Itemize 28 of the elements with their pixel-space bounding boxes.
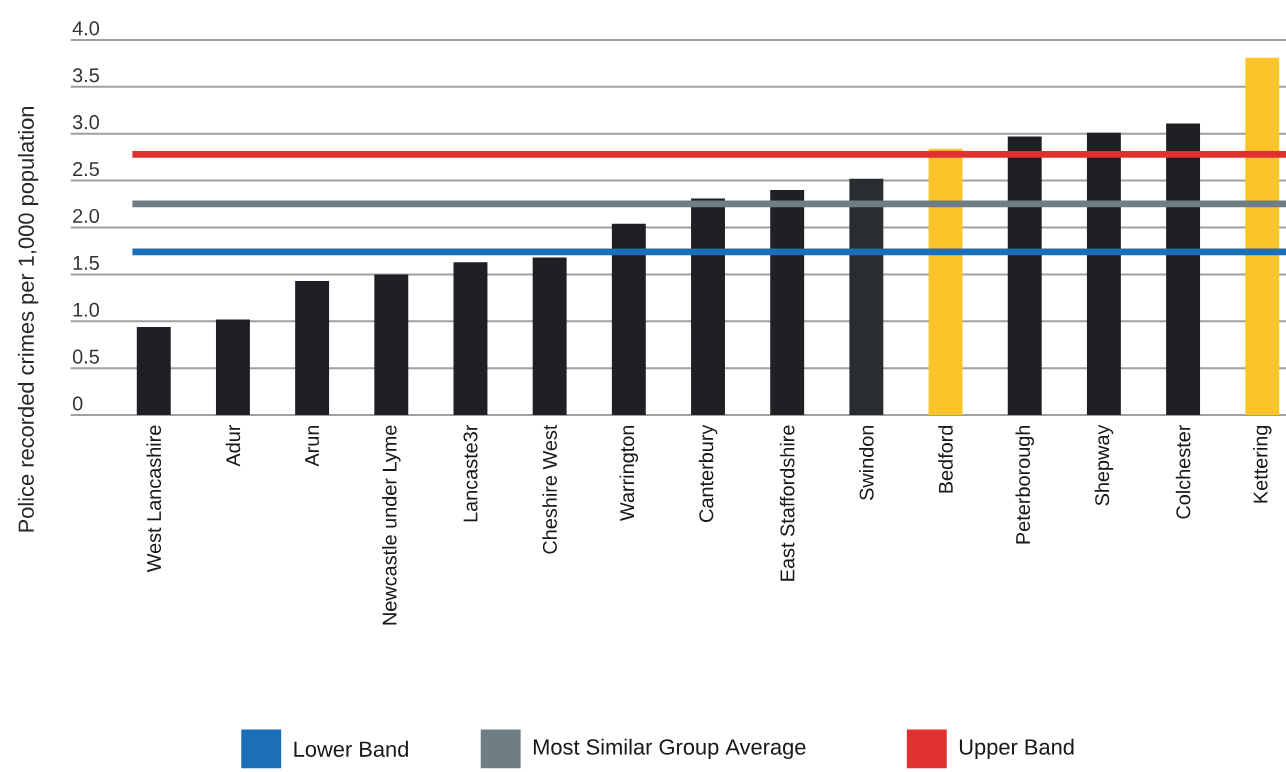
x-tick-label: Arun — [305, 425, 320, 467]
y-tick-label: 0 — [72, 396, 83, 411]
x-tick-label: Canterbury — [698, 424, 718, 522]
x-tick-label: Swindon — [859, 425, 874, 500]
y-tick-label: 3.5 — [72, 68, 99, 83]
legend-label: Most Similar Group Average — [533, 738, 806, 759]
y-tick-label: 2.0 — [73, 208, 99, 223]
x-tick-label: Kettering — [1252, 425, 1272, 503]
legend-label: Lower Band — [294, 740, 408, 757]
x-tick-label: East Staffordshire — [779, 425, 795, 581]
x-tick-label: Lancaste3r — [463, 424, 478, 522]
x-tick-label: Cheshire West — [542, 424, 557, 554]
x-tick-label: Newcastle under Lyme — [382, 425, 401, 625]
y-tick-label: 4.0 — [72, 21, 99, 36]
y-tick-label: 3.0 — [72, 114, 99, 130]
x-tick-label: Shepway — [1094, 424, 1114, 506]
x-tick-label: Bedford — [938, 425, 953, 493]
x-tick-label: Warrington — [619, 425, 639, 521]
x-tick-label: Peterborough — [1015, 425, 1034, 544]
y-tick-label: 1.0 — [73, 302, 99, 317]
x-tick-label: West Lancashire — [146, 425, 162, 573]
x-tick-label: Colchester — [1175, 424, 1191, 519]
y-tick-label: 2.5 — [73, 161, 99, 176]
y-tick-label: 1.5 — [73, 255, 99, 270]
y-axis-title: Police recorded crimes per 1,000 population — [17, 106, 39, 532]
y-tick-label: 0.5 — [72, 349, 99, 364]
x-tick-label: Adur — [225, 424, 241, 467]
legend-label: Upper Band — [959, 738, 1074, 759]
